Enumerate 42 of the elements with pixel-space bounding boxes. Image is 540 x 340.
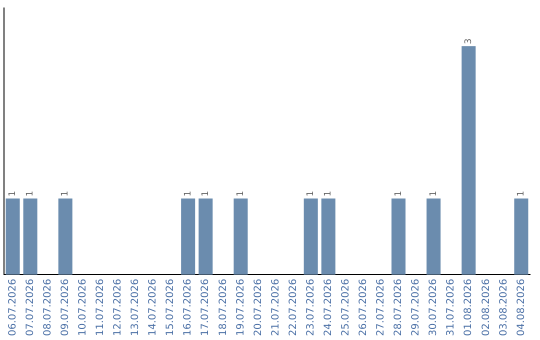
data-label: 1 (394, 190, 404, 197)
x-tick-label: 29.07.2026 (410, 278, 422, 336)
x-tick-label: 16.07.2026 (182, 278, 194, 336)
x-tick-label: 14.07.2026 (148, 278, 159, 336)
x-tick-label: 02.08.2026 (480, 278, 492, 336)
x-tick-label: 13.07.2026 (130, 278, 142, 336)
data-label: 1 (428, 190, 439, 197)
x-tick-label: 30.07.2026 (428, 278, 440, 336)
data-label: 1 (183, 190, 194, 197)
x-tick-label: 08.07.2026 (42, 278, 54, 336)
x-tick-label: 07.07.2026 (24, 278, 36, 336)
x-tick-label: 23.07.2026 (305, 278, 316, 336)
x-tick-label: 18.07.2026 (218, 278, 229, 336)
data-label: 1 (306, 190, 316, 197)
x-tick-label: 22.07.2026 (288, 278, 299, 336)
x-tick-label: 27.07.2026 (376, 278, 387, 336)
x-tick-label: 25.07.2026 (340, 278, 352, 336)
x-tick-label: 01.08.2026 (463, 278, 474, 336)
data-label: 1 (236, 190, 246, 197)
x-tick-label: 11.07.2026 (95, 278, 106, 336)
x-tick-label: 15.07.2026 (165, 278, 176, 336)
x-tick-label: 04.08.2026 (516, 278, 527, 336)
x-tick-label: 28.07.2026 (393, 278, 404, 336)
data-label: 3 (464, 38, 474, 44)
data-label: 1 (60, 190, 71, 197)
data-label: 1 (8, 190, 18, 197)
x-tick-label: 09.07.2026 (60, 278, 71, 336)
data-label: 1 (324, 190, 334, 197)
x-tick-label: 03.08.2026 (498, 278, 510, 336)
x-tick-label: 12.07.2026 (112, 278, 124, 336)
x-tick-label: 06.07.2026 (7, 278, 18, 336)
x-tick-label: 17.07.2026 (200, 278, 212, 336)
x-tick-label: 26.07.2026 (358, 278, 370, 336)
data-label: 1 (26, 190, 36, 197)
x-tick-label: 31.07.2026 (446, 278, 457, 336)
data-label: 1 (200, 190, 211, 197)
x-tick-label: 21.07.2026 (270, 278, 282, 336)
x-tick-label: 20.07.2026 (252, 278, 264, 336)
x-tick-label: 19.07.2026 (235, 278, 246, 336)
x-tick-label: 10.07.2026 (77, 278, 88, 336)
data-label: 1 (516, 190, 527, 197)
x-tick-label: 24.07.2026 (322, 278, 334, 336)
